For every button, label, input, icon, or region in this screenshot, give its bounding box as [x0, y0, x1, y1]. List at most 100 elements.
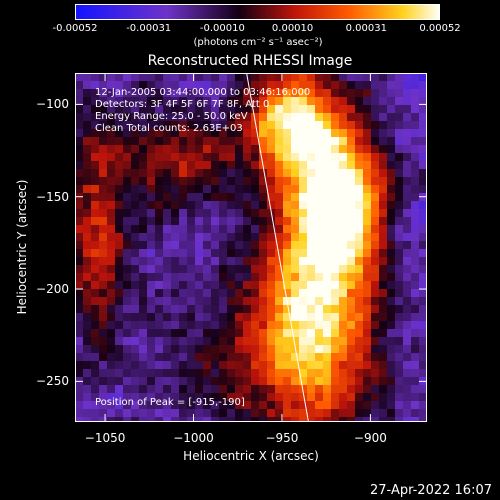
- heatmap-cell: [163, 329, 172, 338]
- heatmap-cell: [283, 273, 292, 282]
- heatmap-cell: [171, 417, 180, 422]
- heatmap-cell: [315, 409, 324, 418]
- heatmap-cell: [171, 377, 180, 386]
- heatmap-cell: [179, 137, 188, 146]
- heatmap-cell: [219, 81, 228, 90]
- heatmap-cell: [307, 281, 316, 290]
- heatmap-cell: [187, 321, 196, 330]
- heatmap-cell: [347, 161, 356, 170]
- heatmap-cell: [299, 225, 308, 234]
- heatmap-cell: [171, 297, 180, 306]
- heatmap-cell: [411, 337, 420, 346]
- heatmap-cell: [291, 369, 300, 378]
- heatmap-cell: [163, 145, 172, 154]
- heatmap-cell: [91, 97, 100, 106]
- heatmap-cell: [299, 81, 308, 90]
- heatmap-cell: [371, 193, 380, 202]
- heatmap-cell: [171, 393, 180, 402]
- heatmap-cell: [259, 89, 268, 98]
- heatmap-cell: [91, 289, 100, 298]
- heatmap-cell: [291, 417, 300, 422]
- heatmap-cell: [347, 121, 356, 130]
- heatmap-cell: [131, 137, 140, 146]
- heatmap-cell: [339, 113, 348, 122]
- heatmap-cell: [363, 377, 372, 386]
- heatmap-cell: [291, 161, 300, 170]
- heatmap-cell: [283, 353, 292, 362]
- heatmap-cell: [419, 145, 427, 154]
- heatmap-cell: [155, 409, 164, 418]
- heatmap-cell: [155, 121, 164, 130]
- heatmap-cell: [123, 417, 132, 422]
- heatmap-cell: [307, 273, 316, 282]
- heatmap-cell: [75, 137, 84, 146]
- heatmap-cell: [291, 233, 300, 242]
- heatmap-cell: [211, 217, 220, 226]
- heatmap-cell: [331, 393, 340, 402]
- heatmap-cell: [91, 377, 100, 386]
- heatmap-cell: [211, 257, 220, 266]
- heatmap-cell: [147, 145, 156, 154]
- heatmap-cell: [235, 409, 244, 418]
- heatmap-cell: [131, 233, 140, 242]
- heatmap-cell: [107, 201, 116, 210]
- heatmap-cell: [315, 145, 324, 154]
- heatmap-cell: [227, 225, 236, 234]
- heatmap-cell: [235, 185, 244, 194]
- heatmap-cell: [299, 289, 308, 298]
- heatmap-cell: [387, 233, 396, 242]
- heatmap-cell: [203, 313, 212, 322]
- heatmap-cell: [259, 153, 268, 162]
- heatmap-cell: [411, 129, 420, 138]
- heatmap-cell: [115, 73, 124, 82]
- heatmap-cell: [251, 337, 260, 346]
- heatmap-cell: [91, 113, 100, 122]
- heatmap-cell: [235, 129, 244, 138]
- heatmap-cell: [411, 249, 420, 258]
- heatmap-cell: [227, 265, 236, 274]
- heatmap-cell: [363, 401, 372, 410]
- heatmap-cell: [299, 153, 308, 162]
- heatmap-cell: [91, 393, 100, 402]
- heatmap-cell: [275, 89, 284, 98]
- heatmap-cell: [323, 321, 332, 330]
- heatmap-cell: [179, 241, 188, 250]
- heatmap-cell: [211, 401, 220, 410]
- heatmap-cell: [147, 297, 156, 306]
- heatmap-cell: [411, 321, 420, 330]
- heatmap-cell: [411, 385, 420, 394]
- heatmap-cell: [131, 105, 140, 114]
- heatmap-cell: [131, 257, 140, 266]
- heatmap-cell: [251, 89, 260, 98]
- heatmap-cell: [323, 233, 332, 242]
- heatmap-cell: [139, 225, 148, 234]
- heatmap-cell: [139, 105, 148, 114]
- heatmap-cell: [395, 137, 404, 146]
- heatmap-cell: [363, 169, 372, 178]
- heatmap-cell: [379, 313, 388, 322]
- heatmap-cell: [411, 233, 420, 242]
- heatmap-cell: [395, 313, 404, 322]
- heatmap-cell: [203, 321, 212, 330]
- heatmap-cell: [387, 393, 396, 402]
- heatmap-cell: [323, 113, 332, 122]
- heatmap-cell: [307, 161, 316, 170]
- heatmap-cell: [131, 161, 140, 170]
- heatmap-cell: [259, 393, 268, 402]
- heatmap-cell: [291, 321, 300, 330]
- heatmap-cell: [331, 169, 340, 178]
- heatmap-cell: [211, 233, 220, 242]
- heatmap-cell: [123, 401, 132, 410]
- heatmap-cell: [259, 361, 268, 370]
- heatmap-cell: [107, 377, 116, 386]
- heatmap-cell: [155, 289, 164, 298]
- heatmap-cell: [227, 113, 236, 122]
- heatmap-cell: [339, 249, 348, 258]
- heatmap-cell: [227, 321, 236, 330]
- heatmap-cell: [323, 81, 332, 90]
- heatmap-cell: [179, 129, 188, 138]
- heatmap-cell: [339, 393, 348, 402]
- heatmap-cell: [115, 409, 124, 418]
- heatmap-cell: [307, 153, 316, 162]
- heatmap-cell: [219, 281, 228, 290]
